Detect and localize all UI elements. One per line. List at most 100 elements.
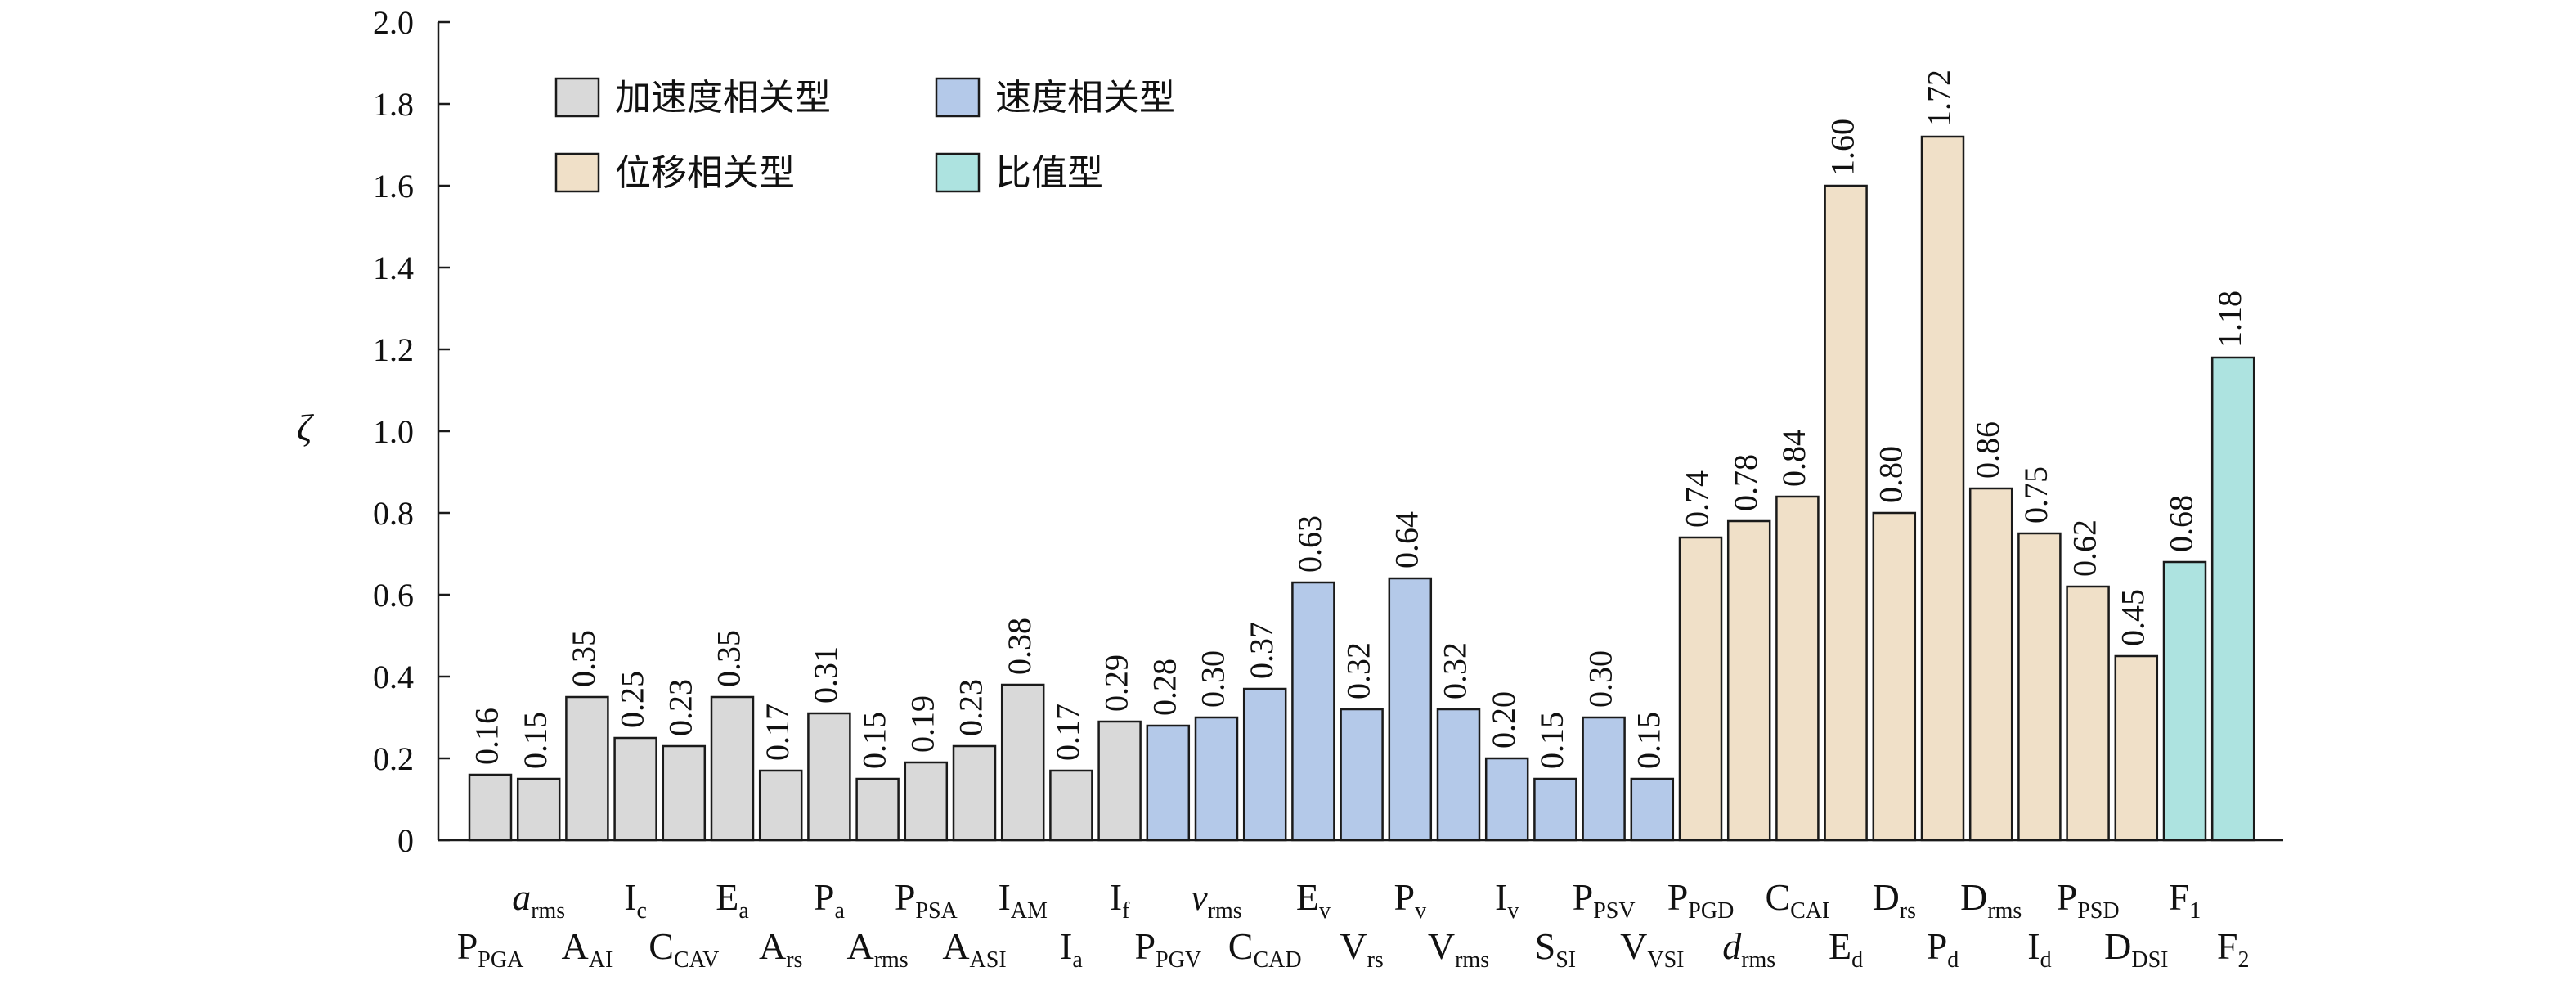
legend-label: 加速度相关型 xyxy=(615,77,831,119)
bar-value-label: 0.45 xyxy=(2114,589,2151,646)
category-label: Ia xyxy=(1060,925,1083,973)
bar-value-label: 0.29 xyxy=(1097,654,1134,712)
y-tick-label: 0.4 xyxy=(373,659,414,695)
category-label: VVSI xyxy=(1620,925,1684,973)
bar-value-label: 0.80 xyxy=(1872,446,1909,503)
y-tick-label: 0.2 xyxy=(373,740,414,777)
category-labels-layer: PPGAarmsAAIIcCCAVEaArsPaArmsPPSAAASIIAMI… xyxy=(457,876,2250,973)
value-labels-layer: 0.16 0.15 0.35 0.25 0.23 0.35 0.17 0.31 0.15 0.19… xyxy=(469,70,2248,769)
bar xyxy=(468,773,513,842)
bar xyxy=(904,761,949,842)
bar-value-label: 0.25 xyxy=(613,671,650,728)
bar xyxy=(952,744,997,842)
category-label: Vrs xyxy=(1340,925,1383,973)
category-label: Ed xyxy=(1829,925,1863,973)
bar xyxy=(1678,536,1723,842)
legend-label: 比值型 xyxy=(995,152,1103,194)
bar xyxy=(1582,716,1626,842)
bar xyxy=(1630,777,1675,842)
category-label: Vrms xyxy=(1428,925,1489,973)
bar xyxy=(1726,519,1771,842)
category-label: Pv xyxy=(1394,876,1427,924)
bar xyxy=(1242,687,1287,842)
bar xyxy=(710,695,755,842)
y-tick-label: 0 xyxy=(397,822,414,859)
bar-value-label: 0.30 xyxy=(1195,650,1232,708)
bar-value-label: 0.84 xyxy=(1775,430,1812,487)
bar-value-label: 0.15 xyxy=(517,712,554,769)
bar-value-label: 0.64 xyxy=(1388,511,1425,569)
bar xyxy=(1775,495,1820,842)
bar-value-label: 0.31 xyxy=(807,646,844,704)
category-label: Drms xyxy=(1960,876,2022,924)
bar xyxy=(2066,585,2110,842)
bar xyxy=(1968,487,2013,842)
y-tick-label: 0.6 xyxy=(373,577,414,614)
category-label: CCAV xyxy=(648,925,719,973)
bar-value-label: 0.19 xyxy=(904,695,940,753)
category-label: AASI xyxy=(942,925,1006,973)
bar xyxy=(565,695,609,842)
bar xyxy=(1097,720,1142,842)
category-label: vrms xyxy=(1191,876,1241,924)
bar-value-label: 0.38 xyxy=(1001,618,1038,675)
y-tick-label: 1.8 xyxy=(373,86,414,123)
y-tick-label: 2.0 xyxy=(373,4,414,41)
bar xyxy=(1872,511,1917,842)
y-tick-label: 1.4 xyxy=(373,250,414,286)
bar xyxy=(2114,654,2159,842)
bar xyxy=(807,712,851,842)
category-label: PPGA xyxy=(457,925,524,973)
category-label: drms xyxy=(1722,925,1775,973)
category-label: CCAD xyxy=(1228,925,1302,973)
bar-value-label: 0.86 xyxy=(1969,421,2006,479)
category-label: F1 xyxy=(2169,876,2201,924)
category-label: CCAI xyxy=(1765,876,1829,924)
y-axis-title: ζ xyxy=(297,407,315,448)
bar xyxy=(1533,777,1577,842)
category-label: DDSI xyxy=(2104,925,2168,973)
bar-value-label: 0.74 xyxy=(1679,470,1716,528)
bar-value-label: 0.23 xyxy=(953,679,990,736)
bar xyxy=(613,736,657,842)
y-tick-label: 1.0 xyxy=(373,413,414,450)
bar xyxy=(1484,757,1529,842)
legend-swatch xyxy=(935,152,981,193)
bar xyxy=(516,777,561,842)
bar-value-label: 0.23 xyxy=(662,679,698,736)
category-label: Iv xyxy=(1495,876,1519,924)
bar xyxy=(1388,577,1433,842)
bar-value-label: 0.17 xyxy=(1049,704,1086,761)
bar xyxy=(2017,532,2062,842)
legend-label: 位移相关型 xyxy=(615,152,795,194)
bar-value-label: 0.15 xyxy=(855,712,892,769)
bar xyxy=(2162,560,2207,842)
category-label: Drs xyxy=(1873,876,1916,924)
category-label: SSI xyxy=(1535,925,1577,973)
bar-value-label: 1.72 xyxy=(1921,70,1958,127)
bar-value-label: 0.35 xyxy=(565,630,602,687)
category-label: Pd xyxy=(1927,925,1959,973)
bar xyxy=(662,744,707,842)
bar-value-label: 0.17 xyxy=(759,704,796,761)
category-label: If xyxy=(1110,876,1130,924)
legend-label: 速度相关型 xyxy=(995,77,1175,119)
category-label: PPGD xyxy=(1667,876,1735,924)
y-tick-label: 1.2 xyxy=(373,331,414,368)
category-label: AAI xyxy=(562,925,613,973)
y-tick-label: 1.6 xyxy=(373,168,414,205)
bar-value-label: 0.28 xyxy=(1146,659,1183,716)
bar-value-label: 0.32 xyxy=(1437,642,1474,699)
category-label: Ars xyxy=(759,925,802,973)
bar-value-label: 0.37 xyxy=(1243,622,1280,679)
bar xyxy=(1146,724,1191,842)
bar-value-label: 0.15 xyxy=(1630,712,1667,769)
bar xyxy=(855,777,900,842)
category-label: Ea xyxy=(716,876,749,924)
bar-value-label: 0.20 xyxy=(1485,691,1522,749)
bar-value-label: 0.35 xyxy=(711,630,747,687)
bar xyxy=(1000,683,1045,842)
